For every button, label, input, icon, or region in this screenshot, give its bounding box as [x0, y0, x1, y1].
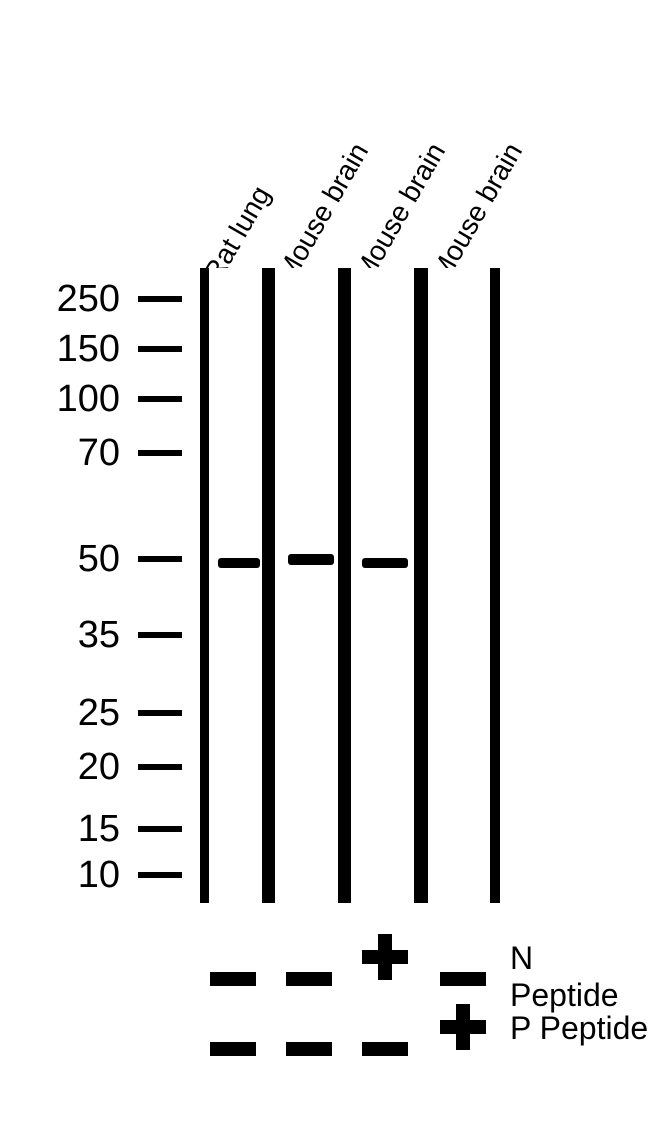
- lane-edge-7: [490, 268, 500, 903]
- mw-label-15: 15: [30, 808, 120, 851]
- mw-tick-10: [138, 872, 182, 878]
- mw-label-35: 35: [30, 614, 120, 657]
- n-peptide-label: N Peptide: [510, 940, 650, 1014]
- p-peptide-mark-4: [440, 1004, 486, 1058]
- lane-edge-0: [200, 268, 209, 903]
- lane-edge-3: [338, 268, 351, 903]
- mw-label-150: 150: [30, 328, 120, 371]
- n-peptide-mark-2: [286, 950, 332, 994]
- p-peptide-mark-2: [286, 1020, 332, 1064]
- mw-label-10: 10: [30, 854, 120, 897]
- mw-tick-50: [138, 556, 182, 562]
- p-peptide-mark-3: [362, 1020, 408, 1064]
- n-peptide-mark-4: [440, 950, 486, 994]
- mw-tick-70: [138, 450, 182, 456]
- mw-tick-25: [138, 710, 182, 716]
- western-blot-figure: Rat lung Mouse brain Mouse brain Mouse b…: [0, 0, 650, 1146]
- p-peptide-mark-1: [210, 1020, 256, 1064]
- mw-label-50: 50: [30, 538, 120, 581]
- n-peptide-mark-1: [210, 950, 256, 994]
- mw-label-250: 250: [30, 278, 120, 321]
- mw-tick-250: [138, 296, 182, 302]
- mw-label-25: 25: [30, 692, 120, 735]
- mw-tick-15: [138, 826, 182, 832]
- band-lane3: [362, 558, 408, 568]
- mw-tick-150: [138, 346, 182, 352]
- mw-label-100: 100: [30, 378, 120, 421]
- p-peptide-label: P Peptide: [510, 1010, 648, 1047]
- mw-label-20: 20: [30, 746, 120, 789]
- n-peptide-mark-3: [362, 934, 408, 988]
- lane-edge-5: [414, 268, 428, 903]
- lane-edge-1: [262, 268, 275, 903]
- band-lane1: [218, 558, 260, 568]
- mw-tick-100: [138, 396, 182, 402]
- mw-tick-35: [138, 632, 182, 638]
- band-lane2: [288, 554, 334, 565]
- mw-tick-20: [138, 764, 182, 770]
- mw-label-70: 70: [30, 432, 120, 475]
